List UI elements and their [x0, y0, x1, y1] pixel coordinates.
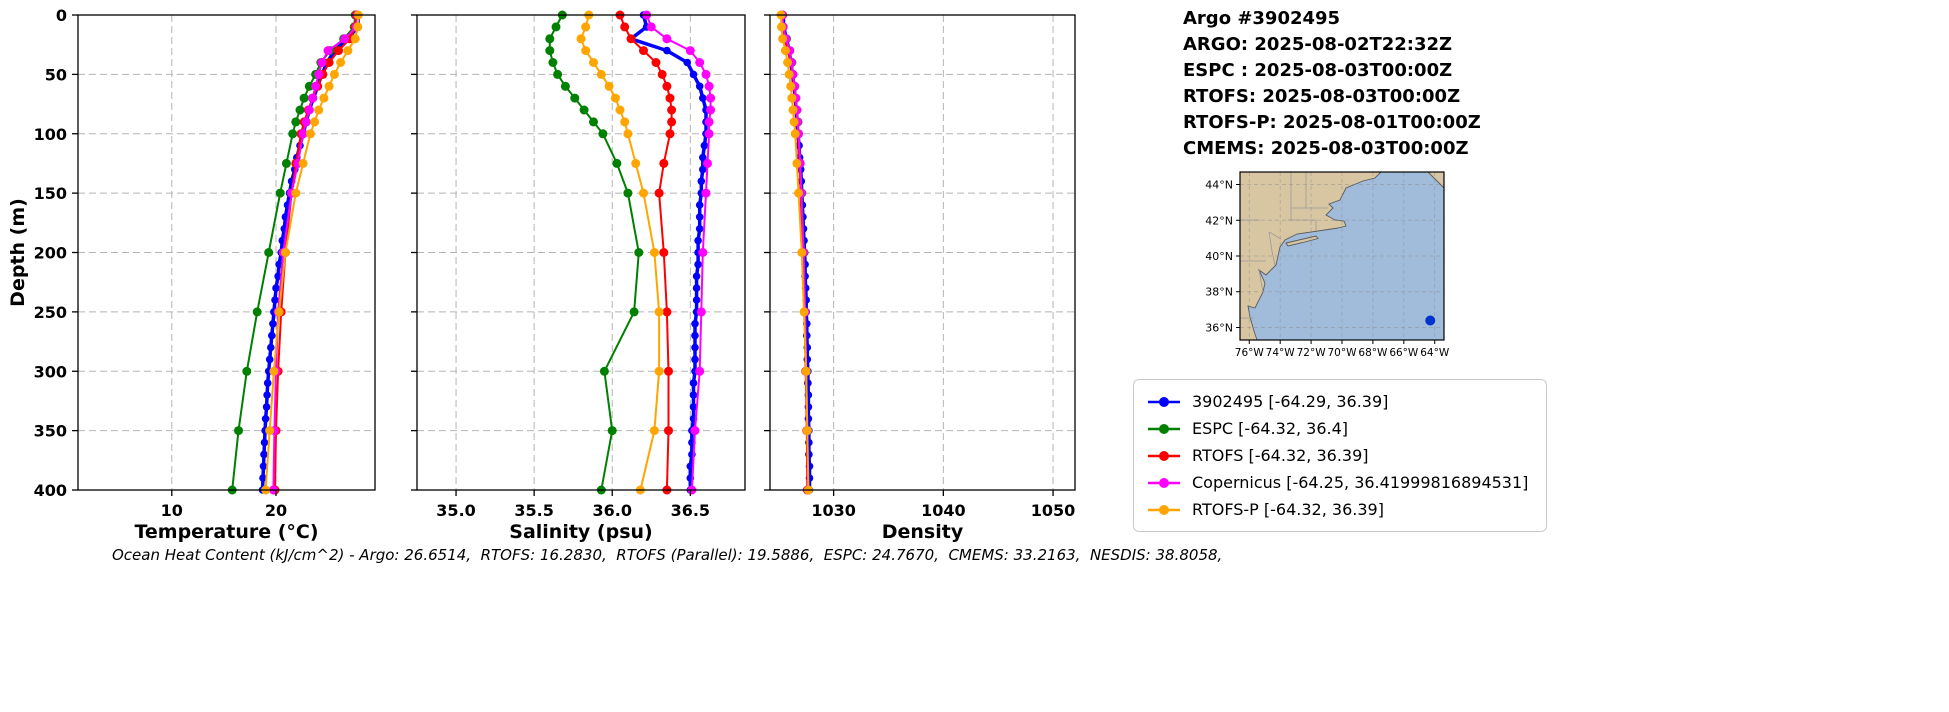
x-tick-label: 36.0 — [592, 501, 631, 520]
x-tick-label: 1040 — [921, 501, 966, 520]
series-copernicus — [642, 10, 716, 495]
header-line-argo: ARGO: 2025-08-02T22:32Z — [1183, 34, 1453, 55]
x-tick-label: 1050 — [1031, 501, 1076, 520]
depth-axis-title: Depth (m) — [7, 198, 29, 307]
map-lon-label: 64°W — [1420, 347, 1450, 359]
temperature-axis-title: Temperature (°C) — [134, 521, 318, 543]
map-long-island — [1285, 235, 1319, 247]
header-line-espc: ESPC : 2025-08-03T00:00Z — [1183, 60, 1453, 81]
map-lon-label: 66°W — [1389, 347, 1419, 359]
legend-marker-icon — [1148, 504, 1180, 515]
legend-label: ESPC [-64.32, 36.4] — [1192, 419, 1349, 438]
x-tick-label: 1030 — [811, 501, 856, 520]
map-lon-label: 70°W — [1328, 347, 1358, 359]
map-lat-label: 40°N — [1205, 250, 1233, 263]
series-rtofs-p — [261, 10, 363, 495]
legend-label: 3902495 [-64.29, 36.39] — [1192, 392, 1389, 411]
depth-tick-label: 300 — [34, 362, 67, 381]
header-line-rtofsp: RTOFS-P: 2025-08-01T00:00Z — [1183, 112, 1481, 133]
map-lon-label: 68°W — [1358, 347, 1388, 359]
map-lon-label: 74°W — [1266, 347, 1296, 359]
info-header: Argo #3902495 ARGO: 2025-08-02T22:32Z ES… — [1183, 6, 1481, 162]
salinity-axis-title: Salinity (psu) — [509, 521, 652, 543]
legend-label: RTOFS-P [-64.32, 36.39] — [1192, 500, 1384, 519]
legend-label: RTOFS [-64.32, 36.39] — [1192, 446, 1369, 465]
map-lon-label: 76°W — [1235, 347, 1265, 359]
legend: 3902495 [-64.29, 36.39] ESPC [-64.32, 36.… — [1133, 379, 1548, 532]
legend-item: Copernicus [-64.25, 36.41999816894531] — [1146, 469, 1528, 496]
header-line-rtofs: RTOFS: 2025-08-03T00:00Z — [1183, 86, 1461, 107]
depth-tick-label: 100 — [34, 125, 67, 144]
legend-marker-icon — [1148, 423, 1180, 434]
series-espc — [545, 10, 644, 495]
float-position-dot — [1425, 315, 1436, 326]
map-lat-label: 44°N — [1205, 179, 1233, 192]
density-panel: 1030 1040 1050 Density — [764, 10, 1076, 543]
depth-tick-label: 50 — [45, 65, 67, 84]
header-line-cmems: CMEMS: 2025-08-03T00:00Z — [1183, 138, 1469, 159]
series-rtofs-p — [576, 10, 664, 495]
depth-tick-label: 150 — [34, 184, 67, 203]
depth-tick-label: 400 — [34, 481, 67, 500]
float-title: Argo #3902495 — [1183, 8, 1341, 29]
depth-tick-label: 250 — [34, 303, 67, 322]
map-lat-label: 38°N — [1205, 286, 1233, 299]
legend-item: 3902495 [-64.29, 36.39] — [1146, 388, 1528, 415]
legend-item: RTOFS [-64.32, 36.39] — [1146, 442, 1528, 469]
legend-item: ESPC [-64.32, 36.4] — [1146, 415, 1528, 442]
map-lon-label: 72°W — [1297, 347, 1327, 359]
map-lat-label: 36°N — [1205, 321, 1233, 334]
ohc-caption: Ocean Heat Content (kJ/cm^2) - Argo: 26.… — [112, 546, 1223, 564]
location-map: 76°W 74°W 72°W 70°W 68°W 66°W 64°W 44°N 42°N 40°N… — [1205, 171, 1450, 359]
depth-tick-label: 200 — [34, 244, 67, 263]
legend-marker-icon — [1148, 396, 1180, 407]
legend-item: RTOFS-P [-64.32, 36.39] — [1146, 496, 1528, 523]
x-tick-label: 35.5 — [514, 501, 553, 520]
map-frame — [1239, 171, 1445, 341]
map-land-coastline — [1239, 171, 1383, 341]
legend-marker-icon — [1148, 477, 1180, 488]
series-rtofs — [615, 10, 677, 495]
depth-tick-label: 350 — [34, 422, 67, 441]
x-tick-label: 36.5 — [671, 501, 710, 520]
salinity-panel: 35.0 35.5 36.0 36.5 Salinity (psu) — [411, 10, 746, 543]
x-tick-label: 20 — [265, 501, 287, 520]
density-axis-title: Density — [882, 521, 964, 543]
legend-marker-icon — [1148, 450, 1180, 461]
map-lat-label: 42°N — [1205, 214, 1233, 227]
depth-tick-label: 0 — [56, 6, 67, 25]
legend-label: Copernicus [-64.25, 36.41999816894531] — [1192, 473, 1529, 492]
x-tick-label: 10 — [161, 501, 183, 520]
series-rtofs-p — [776, 10, 813, 495]
x-tick-label: 35.0 — [436, 501, 475, 520]
